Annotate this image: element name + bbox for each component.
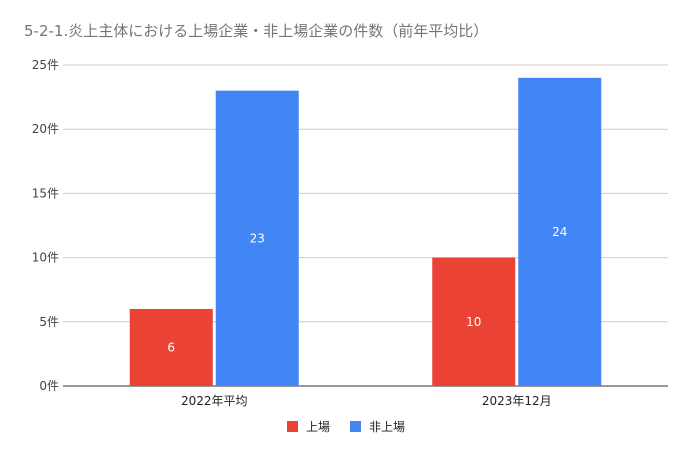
legend-label-unlisted: 非上場 — [369, 420, 406, 434]
legend-swatch-unlisted — [350, 421, 361, 432]
y-tick-label: 0件 — [39, 379, 59, 393]
legend-item-listed[interactable]: 上場 — [286, 418, 330, 435]
chart-legend: 上場 非上場 — [0, 418, 692, 435]
y-tick-label: 10件 — [32, 251, 59, 265]
data-label: 23 — [250, 231, 265, 245]
data-label: 24 — [552, 225, 567, 239]
legend-swatch-listed — [286, 421, 298, 432]
x-tick-label: 2022年平均 — [181, 394, 248, 408]
x-tick-label: 2023年12月 — [482, 394, 552, 408]
data-label: 10 — [466, 315, 481, 329]
bar-unlisted — [215, 90, 299, 387]
data-label: 6 — [167, 340, 175, 354]
legend-label-listed: 上場 — [305, 420, 330, 434]
bar-listed — [432, 257, 516, 386]
bar-listed — [129, 308, 213, 386]
legend-item-unlisted[interactable]: 非上場 — [350, 418, 405, 435]
bar-unlisted — [518, 77, 602, 386]
bar-chart: 0件 5件 10件 15件 20件 25件 6 23 2022年平均 10 24 2023年12月 — [32, 58, 668, 408]
chart-title: 5-2-1.炎上主体における上場企業・非上場企業の件数（前年平均比） — [24, 22, 489, 40]
y-tick-label: 5件 — [39, 315, 59, 329]
y-tick-label: 20件 — [32, 122, 59, 136]
y-tick-label: 25件 — [32, 58, 59, 72]
y-tick-label: 15件 — [32, 186, 59, 200]
